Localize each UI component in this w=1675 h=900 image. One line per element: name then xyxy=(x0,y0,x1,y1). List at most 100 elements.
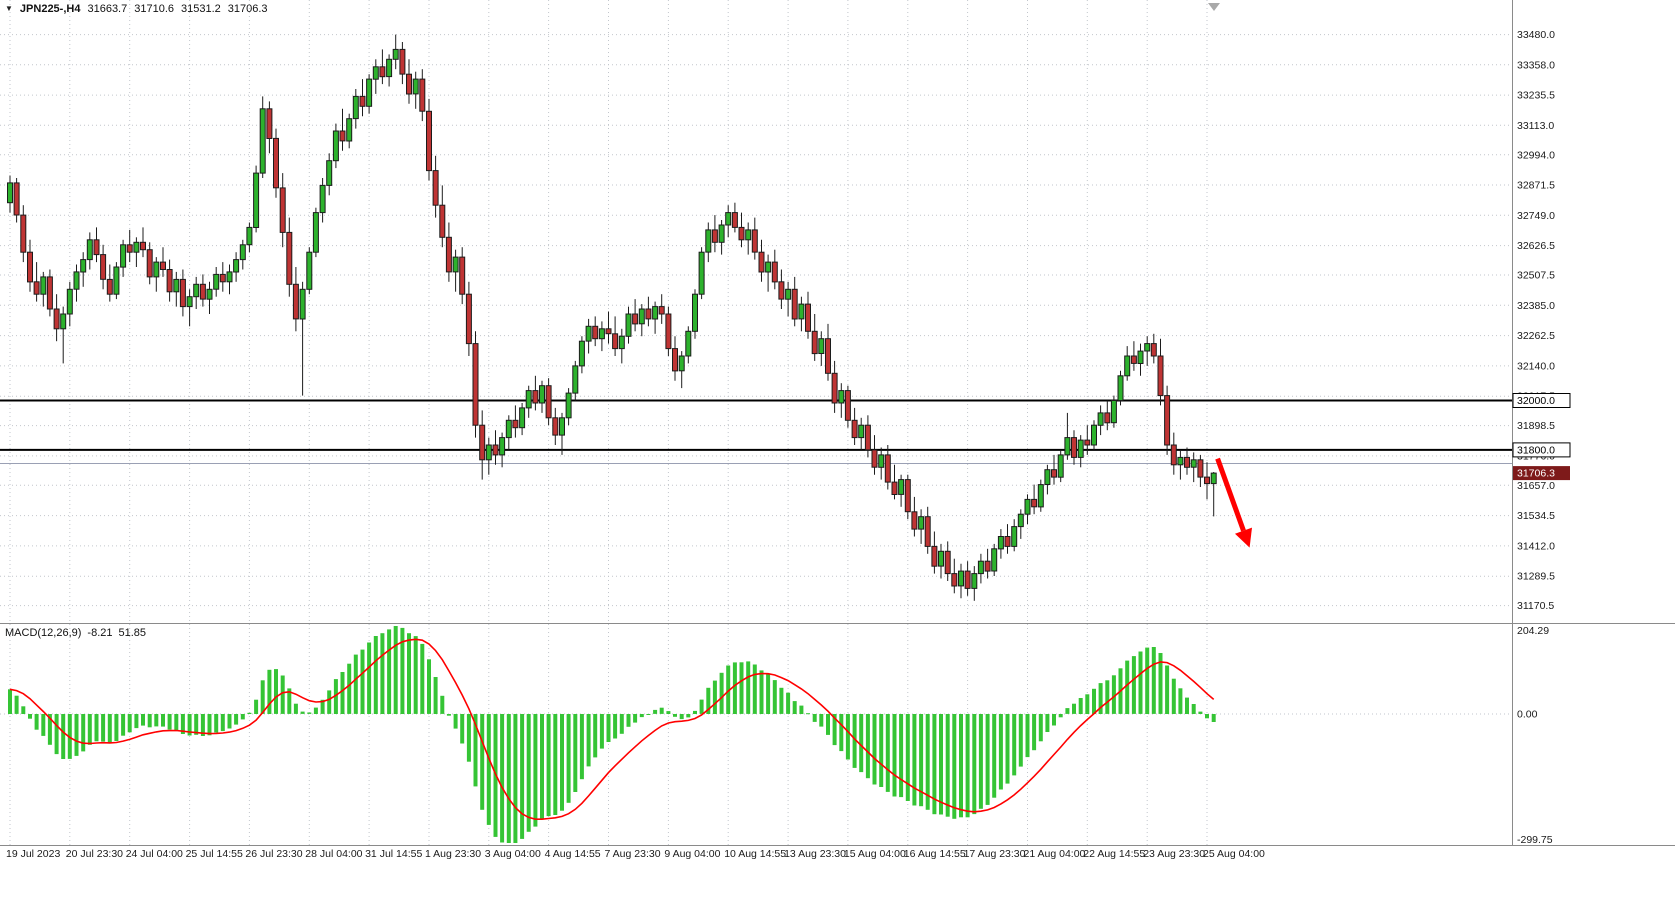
price-axis-labels[interactable]: 33480.0 33358.0 33235.5 33113.0 32994.0 32871… xyxy=(1517,29,1555,846)
time-tick-label: 25 Jul 14:55 xyxy=(186,848,243,860)
candle-body xyxy=(505,419,512,439)
time-axis-labels[interactable]: 19 Jul 2023 20 Jul 23:30 24 Jul 04:00 25 Ju… xyxy=(6,848,1265,860)
macd-bar xyxy=(1158,653,1163,714)
time-tick-label: 13 Aug 23:30 xyxy=(784,848,846,860)
macd-bar xyxy=(174,714,179,731)
candle-body xyxy=(1144,343,1151,352)
pane-separators[interactable] xyxy=(0,0,1675,846)
macd-bar xyxy=(1171,678,1176,714)
time-tick-label: 10 Aug 14:55 xyxy=(724,848,786,860)
macd-bar xyxy=(746,661,751,714)
macd-bar xyxy=(21,706,26,714)
candle-body xyxy=(93,239,100,256)
candle-body xyxy=(725,212,732,226)
macd-bar xyxy=(806,713,810,715)
macd-bar xyxy=(94,714,99,742)
level-price-badge xyxy=(1512,393,1571,408)
down-arrow-annotation[interactable] xyxy=(1215,457,1252,548)
macd-bar xyxy=(473,714,478,787)
quote-high: 31710.6 xyxy=(134,3,174,15)
macd-bar xyxy=(420,643,425,714)
candle-body xyxy=(672,348,678,372)
candle-body xyxy=(306,251,313,290)
macd-bar xyxy=(161,714,165,727)
candle-body xyxy=(153,261,160,278)
macd-bar xyxy=(280,675,285,714)
time-tick-label: 15 Aug 04:00 xyxy=(844,848,906,860)
candle-body xyxy=(319,184,326,214)
candle-body xyxy=(445,236,452,273)
macd-bar xyxy=(1125,660,1130,714)
candle-body xyxy=(951,573,958,587)
macd-bar xyxy=(659,707,664,714)
candle-body xyxy=(73,271,80,290)
macd-bar xyxy=(766,674,771,714)
macd-bar xyxy=(912,714,917,806)
candle-body xyxy=(1084,439,1091,446)
macd-bar xyxy=(1191,704,1196,714)
macd-bar xyxy=(141,714,145,726)
macd-bar xyxy=(1025,714,1030,758)
candle-body xyxy=(818,338,825,355)
candle-body xyxy=(931,545,938,567)
macd-bar xyxy=(606,714,611,742)
current-price-badge-label: 31706.3 xyxy=(1517,468,1555,480)
macd-bar xyxy=(227,714,232,729)
macd-bar xyxy=(739,662,744,714)
macd-bar xyxy=(1145,647,1150,714)
macd-bar xyxy=(859,714,864,773)
candle-body xyxy=(213,273,220,290)
candle-body xyxy=(359,95,366,107)
macd-bar xyxy=(839,714,844,752)
macd-bar xyxy=(1058,714,1063,718)
time-tick-label: 22 Aug 14:55 xyxy=(1083,848,1145,860)
candle-body xyxy=(645,308,652,320)
macd-bar xyxy=(500,714,505,843)
candle-body xyxy=(711,229,718,243)
candle-body xyxy=(392,48,399,60)
candle-body xyxy=(219,273,226,283)
macd-bar xyxy=(925,714,930,810)
price-tick-label: 31170.5 xyxy=(1517,600,1554,612)
macd-bar xyxy=(440,695,445,714)
macd-bar xyxy=(260,680,265,714)
price-tick-label: 33480.0 xyxy=(1517,29,1555,41)
candle-body xyxy=(339,130,346,142)
time-tick-label: 24 Jul 04:00 xyxy=(126,848,183,860)
symbol-dropdown-icon[interactable]: ▼ xyxy=(5,4,13,13)
candle-body xyxy=(1210,472,1217,485)
candle-body xyxy=(964,570,971,589)
macd-bar xyxy=(220,714,225,732)
macd-bar xyxy=(932,714,937,815)
macd-bar xyxy=(899,714,904,798)
candle-body xyxy=(186,296,193,308)
macd-bar xyxy=(300,711,305,714)
candle-body xyxy=(499,437,506,456)
candles-layer xyxy=(7,34,1217,601)
macd-bar xyxy=(646,714,651,715)
macd-bar xyxy=(433,677,438,714)
candle-body xyxy=(452,256,459,273)
candle-body xyxy=(625,313,632,337)
macd-bar xyxy=(14,695,19,714)
macd-bar xyxy=(486,714,491,825)
macd-bar xyxy=(959,714,963,818)
macd-bar xyxy=(712,680,717,714)
candle-body xyxy=(871,449,878,468)
macd-bar xyxy=(400,627,405,714)
level-lines[interactable] xyxy=(0,399,1512,464)
macd-bar xyxy=(1032,714,1037,751)
price-tick-label: 32749.0 xyxy=(1517,210,1555,222)
macd-bar xyxy=(892,714,897,797)
candle-body xyxy=(1177,456,1184,466)
macd-bar xyxy=(599,714,604,749)
macd-bar xyxy=(965,714,970,818)
macd-bar xyxy=(74,714,79,756)
quote-close: 31706.3 xyxy=(227,3,268,15)
candle-body xyxy=(1044,469,1051,486)
macd-signal-line xyxy=(9,638,1215,821)
candle-body xyxy=(326,160,333,186)
candle-body xyxy=(1024,498,1031,515)
candle-body xyxy=(13,182,20,216)
